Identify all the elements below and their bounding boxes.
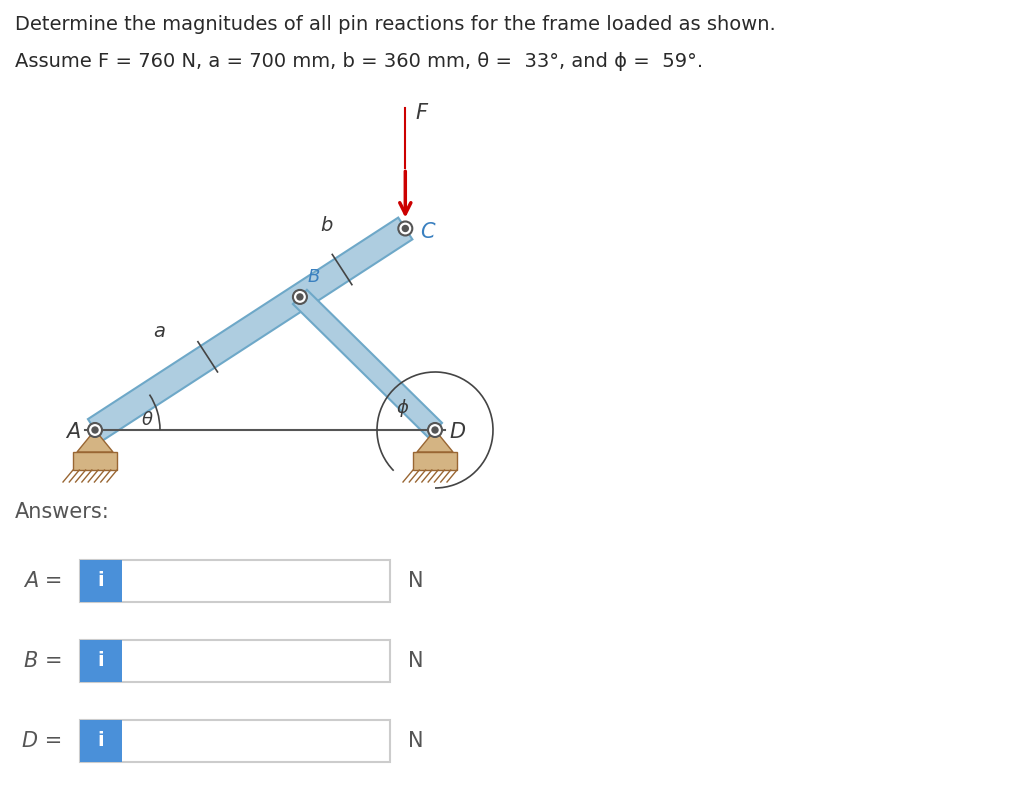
Bar <box>80 640 390 682</box>
Text: N: N <box>408 571 424 591</box>
Bar <box>80 640 122 682</box>
Polygon shape <box>417 430 453 452</box>
Polygon shape <box>293 290 442 437</box>
Circle shape <box>428 423 442 437</box>
Text: N: N <box>408 651 424 671</box>
Polygon shape <box>88 218 413 441</box>
Text: Determine the magnitudes of all pin reactions for the frame loaded as shown.: Determine the magnitudes of all pin reac… <box>15 15 776 34</box>
Bar <box>73 452 117 470</box>
Bar <box>413 452 457 470</box>
Text: Answers:: Answers: <box>15 502 110 522</box>
Bar <box>80 560 390 602</box>
Text: F: F <box>416 104 427 123</box>
Text: A =: A = <box>24 571 62 591</box>
Text: i: i <box>97 572 104 591</box>
Text: b: b <box>321 216 333 236</box>
Bar <box>80 720 122 762</box>
Circle shape <box>297 294 303 300</box>
Text: B: B <box>308 268 321 286</box>
Polygon shape <box>77 430 113 452</box>
Text: D: D <box>449 422 465 442</box>
Bar <box>80 720 390 762</box>
Text: A: A <box>66 422 80 442</box>
Text: $\theta$: $\theta$ <box>140 411 154 429</box>
Text: a: a <box>153 322 165 341</box>
Text: C: C <box>420 222 434 243</box>
Circle shape <box>92 427 98 433</box>
Text: $\phi$: $\phi$ <box>396 397 410 419</box>
Circle shape <box>398 221 413 236</box>
Circle shape <box>88 423 102 437</box>
Text: N: N <box>408 731 424 751</box>
Text: D =: D = <box>22 731 62 751</box>
Text: i: i <box>97 652 104 671</box>
Text: i: i <box>97 732 104 751</box>
Circle shape <box>402 225 409 232</box>
Circle shape <box>432 427 438 433</box>
Bar <box>80 560 122 602</box>
Text: B =: B = <box>24 651 62 671</box>
Text: Assume F = 760 N, a = 700 mm, b = 360 mm, θ =  33°, and ϕ =  59°.: Assume F = 760 N, a = 700 mm, b = 360 mm… <box>15 52 703 71</box>
Circle shape <box>293 290 307 304</box>
